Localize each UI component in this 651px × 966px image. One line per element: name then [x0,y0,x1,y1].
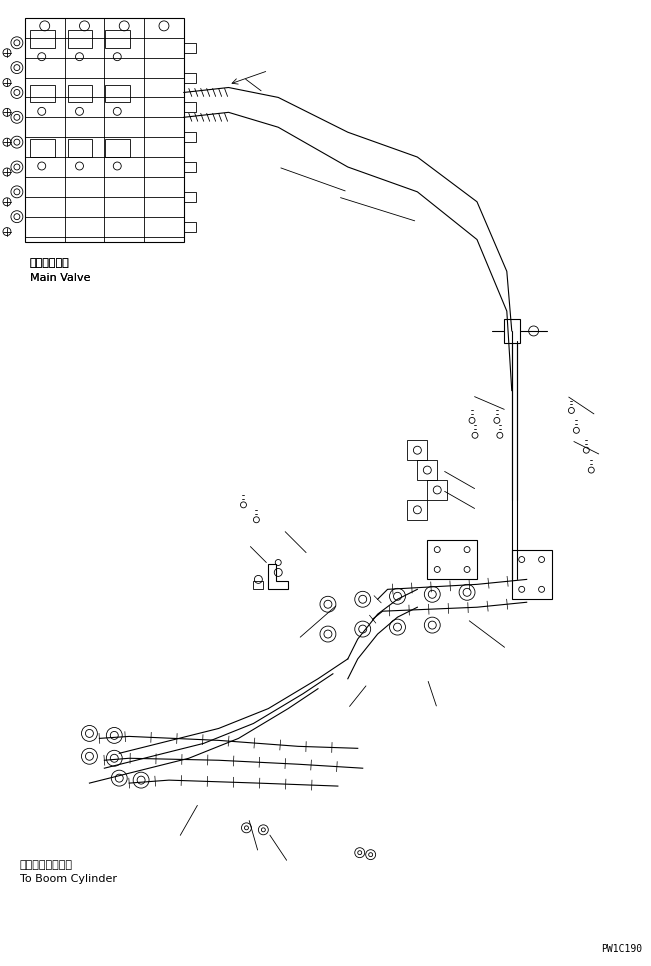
Bar [253,582,264,589]
Bar [408,499,427,520]
Bar [427,540,477,580]
Bar [504,319,519,343]
Text: Main Valve: Main Valve [30,273,90,283]
Bar [184,102,196,112]
Bar [68,30,92,47]
Bar [184,132,196,142]
Bar [512,550,551,599]
Bar [184,162,196,172]
Bar [105,84,130,102]
Bar [184,192,196,202]
Text: メインバルブ: メインバルブ [30,258,70,269]
Text: ブームシリンダへ: ブームシリンダへ [20,860,73,869]
Bar [105,30,130,47]
Bar [30,139,55,157]
Text: PW1C190: PW1C190 [602,944,643,954]
Bar [417,460,437,480]
Bar [30,84,55,102]
Bar [184,72,196,82]
Bar [184,43,196,53]
Text: To Boom Cylinder: To Boom Cylinder [20,874,117,885]
Bar [184,221,196,232]
Bar [68,139,92,157]
Text: Main Valve: Main Valve [30,273,90,283]
Bar [30,30,55,47]
Text: メインバルブ: メインバルブ [30,258,70,269]
Bar [25,18,184,242]
Bar [408,440,427,460]
Bar [68,84,92,102]
Bar [427,480,447,499]
Bar [105,139,130,157]
